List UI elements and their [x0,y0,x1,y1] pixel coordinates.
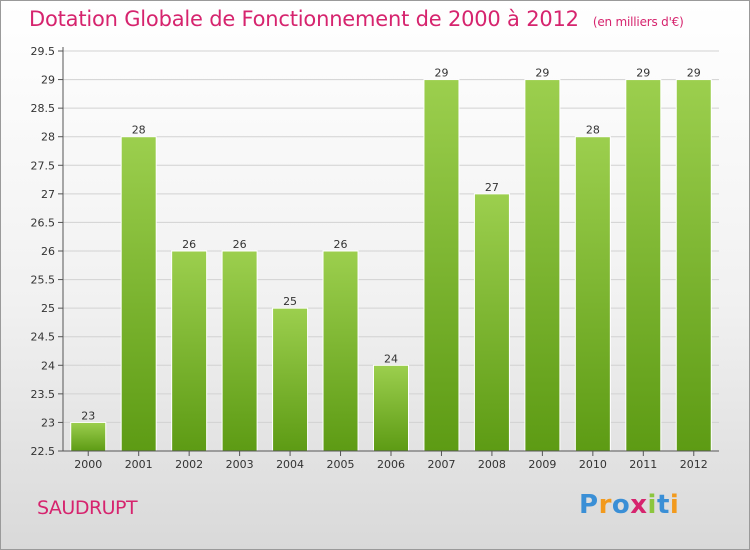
tick-labels: 22.5 23 23.5 24 24.5 25 25.5 26 26.5 27 27.5 28 28.5… [31,45,708,471]
title-text: Dotation Globale de Fonctionnement de 20… [29,7,579,31]
bar-2010 [574,136,611,452]
x-tick-label-2011: 2011 [629,458,657,471]
bar-2005 [322,250,359,452]
bar-2008 [473,193,510,452]
data-label-2008: 27 [485,181,499,194]
data-label-2012: 29 [687,67,701,80]
data-label-2003: 26 [233,238,247,251]
bar-2000 [70,421,107,452]
bar-2007 [423,79,460,452]
logo-letter-4: i [647,490,657,520]
x-tick-label-2005: 2005 [327,458,355,471]
data-label-2005: 26 [334,238,348,251]
bars [70,79,712,452]
y-tick-label-5: 25 [41,302,55,315]
data-label-2007: 29 [434,67,448,80]
data-label-2011: 29 [636,67,650,80]
logo-letter-6: i [669,490,680,520]
bar-2004 [272,307,309,452]
y-tick-label-12: 28.5 [31,102,56,115]
commune-name: SAUDRUPT [37,497,138,519]
x-tick-label-2000: 2000 [74,458,102,471]
bar-2001 [120,136,157,452]
y-tick-label-7: 26 [41,245,55,258]
x-tick-label-2001: 2001 [125,458,153,471]
x-tick-label-2003: 2003 [226,458,254,471]
data-label-2009: 29 [535,67,549,80]
x-tick-label-2004: 2004 [276,458,304,471]
bar-2003 [221,250,258,452]
x-tick-label-2008: 2008 [478,458,506,471]
data-label-2006: 24 [384,352,398,365]
bar-2002 [171,250,208,452]
proxiti-logo: Proxiti [579,490,679,520]
y-tick-label-3: 24 [41,359,55,372]
bar-2012 [675,79,712,452]
data-label-2000: 23 [81,409,95,422]
y-tick-label-14: 29.5 [31,45,56,58]
y-tick-label-8: 26.5 [31,216,56,229]
y-tick-label-0: 22.5 [31,445,56,458]
y-tick-label-11: 28 [41,131,55,144]
logo-letter-3: x [630,490,648,520]
x-tick-label-2009: 2009 [528,458,556,471]
x-tick-label-2010: 2010 [579,458,607,471]
logo-letter-5: t [656,490,670,520]
data-label-2002: 26 [182,238,196,251]
bar-2009 [524,79,561,452]
y-tick-label-2: 23.5 [31,388,56,401]
y-tick-label-4: 24.5 [31,331,56,344]
y-tick-label-1: 23 [41,416,55,429]
axes [58,47,719,456]
data-label-2010: 28 [586,124,600,137]
x-tick-label-2002: 2002 [175,458,203,471]
bar-2006 [373,364,409,452]
y-tick-label-10: 27.5 [31,159,56,172]
logo-letter-1: r [598,490,612,520]
chart-title: Dotation Globale de Fonctionnement de 20… [29,7,684,31]
logo-letter-0: P [579,490,599,520]
y-tick-label-13: 29 [41,74,55,87]
x-tick-label-2012: 2012 [680,458,708,471]
data-label-2004: 25 [283,295,297,308]
x-tick-label-2006: 2006 [377,458,405,471]
y-tick-label-9: 27 [41,188,55,201]
bar-2011 [625,79,662,452]
logo-letter-2: o [611,490,631,520]
data-label-2001: 28 [132,124,146,137]
unit-label: (en milliers d'€) [592,15,684,29]
y-tick-label-6: 25.5 [31,274,56,287]
x-tick-label-2007: 2007 [427,458,455,471]
